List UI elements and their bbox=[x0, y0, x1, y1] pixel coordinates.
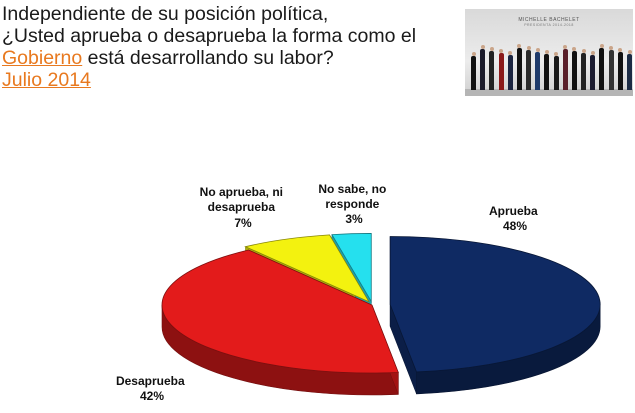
slide-title: Independiente de su posición política, ¿… bbox=[2, 3, 462, 91]
pie-slice-aprueba bbox=[389, 236, 601, 373]
photo-person-head bbox=[526, 46, 531, 50]
title-line-1: Independiente de su posición política, bbox=[2, 3, 329, 25]
photo-person bbox=[571, 51, 577, 90]
photo-person-head bbox=[609, 46, 614, 50]
photo-person bbox=[562, 49, 568, 90]
photo-person-head bbox=[618, 48, 623, 52]
photo-person bbox=[599, 48, 605, 90]
slice-label-no-sabe: No sabe, no responde 3% bbox=[318, 182, 389, 226]
photo-banner: MICHELLE BACHELET PRESIDENTA 2014-2018 bbox=[465, 17, 633, 27]
photo-banner-title: MICHELLE BACHELET bbox=[518, 17, 580, 23]
photo-banner-subtitle: PRESIDENTA 2014-2018 bbox=[524, 23, 574, 27]
photo-person bbox=[553, 56, 559, 90]
slice-label-aprueba: Aprueba 48% bbox=[489, 204, 541, 233]
photo-person-head bbox=[499, 49, 504, 53]
photo-floor bbox=[465, 89, 633, 96]
photo-person-head bbox=[563, 45, 568, 49]
photo-person bbox=[498, 53, 504, 90]
photo-person-head bbox=[508, 51, 513, 55]
photo-person-head bbox=[480, 45, 485, 49]
pie-slice-no-sabe bbox=[331, 233, 372, 303]
photo-person bbox=[617, 52, 623, 90]
pie-slice-desaprueba bbox=[161, 249, 399, 374]
photo-person bbox=[627, 54, 632, 90]
photo-person bbox=[471, 56, 476, 90]
photo-person bbox=[608, 50, 614, 90]
photo-person-head bbox=[544, 50, 549, 54]
pie-slices bbox=[161, 233, 601, 396]
photo-person-head bbox=[489, 47, 494, 51]
photo-person-head bbox=[535, 48, 540, 52]
photo-person-head bbox=[627, 50, 632, 54]
pie-slice-ni-aprueba-ni-desaprueba bbox=[244, 234, 370, 303]
photo-person bbox=[516, 48, 522, 90]
photo-person bbox=[590, 55, 596, 90]
photo-person-head bbox=[599, 44, 604, 48]
title-line-3: Gobierno está desarrollando su labor? bbox=[2, 47, 462, 69]
photo-person bbox=[480, 49, 486, 90]
title-line-3-rest: está desarrollando su labor? bbox=[82, 47, 334, 69]
photo-person bbox=[581, 53, 587, 90]
gobierno-link[interactable]: Gobierno bbox=[2, 47, 83, 69]
cabinet-photo: MICHELLE BACHELET PRESIDENTA 2014-2018 bbox=[465, 9, 633, 96]
photo-person bbox=[526, 50, 532, 90]
photo-person bbox=[535, 52, 541, 90]
photo-person-head bbox=[590, 51, 595, 55]
slice-label-ni-aprueba-ni-desaprueba: No aprueba, ni desaprueba 7% bbox=[200, 185, 287, 230]
photo-person bbox=[507, 55, 513, 90]
photo-person-head bbox=[572, 47, 577, 51]
photo-person-head bbox=[554, 52, 559, 56]
slice-label-desaprueba: Desaprueba 42% bbox=[116, 374, 188, 403]
date-link[interactable]: Julio 2014 bbox=[2, 69, 91, 91]
title-line-2: ¿Usted aprueba o desaprueba la forma com… bbox=[2, 25, 417, 47]
photo-person-head bbox=[471, 52, 476, 56]
photo-person bbox=[544, 54, 550, 90]
photo-person-head bbox=[517, 44, 522, 48]
photo-person-head bbox=[581, 49, 586, 53]
photo-person bbox=[489, 51, 495, 90]
